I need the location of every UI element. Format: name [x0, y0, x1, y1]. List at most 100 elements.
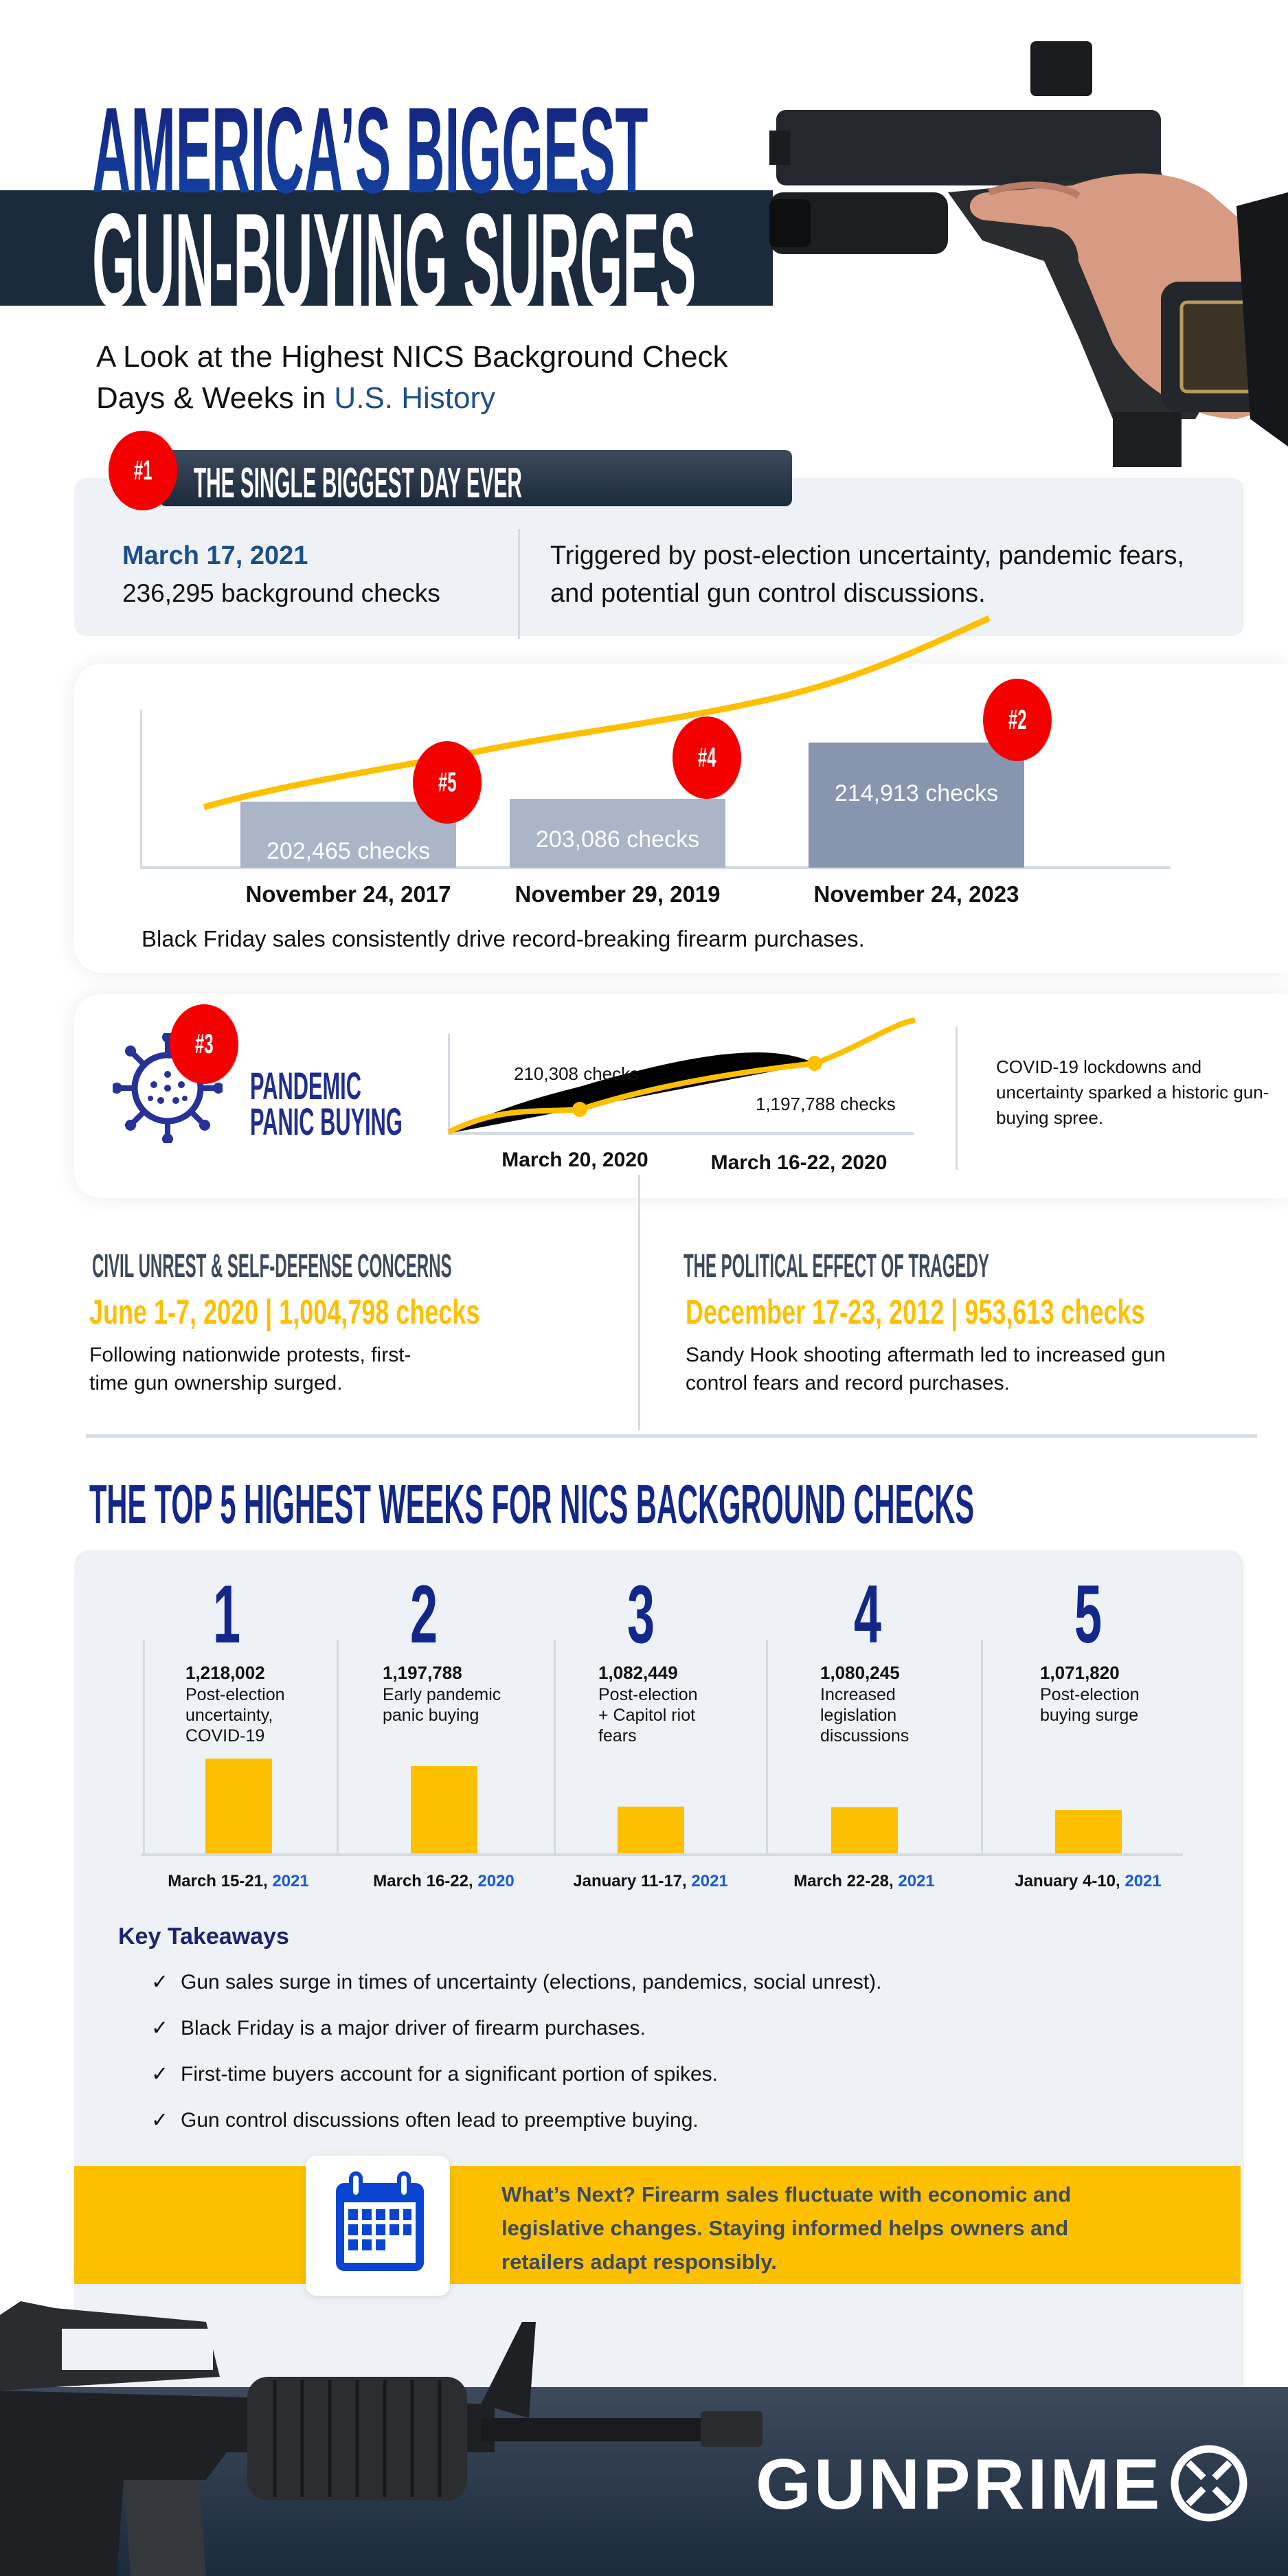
column-divider — [766, 1640, 768, 1854]
civil-unrest-heading: CIVIL UNREST & SELF-DEFENSE CONCERNS — [92, 1248, 452, 1285]
pandemic-point-label: 1,197,788 checks — [756, 1094, 896, 1114]
bar: 202,465 checks — [240, 802, 456, 868]
bar-label: 202,465 checks — [266, 837, 431, 864]
week-date: March 16-22, 2020 — [373, 1872, 515, 1890]
civil-unrest-stat: June 1-7, 2020 | 1,004,798 checks — [89, 1293, 480, 1331]
subtitle-line1: A Look at the Highest NICS Background Ch… — [96, 340, 728, 374]
rank-number: 2 — [409, 1568, 438, 1660]
takeaway-item: ✓ Black Friday is a major driver of firea… — [151, 2017, 646, 2040]
crosshair-logo-icon — [1171, 2445, 1247, 2522]
week-info: 1,082,449 Post-election + Capitol riot fear… — [598, 1662, 763, 1746]
column-divider — [337, 1640, 339, 1854]
week-desc-line: discussions — [820, 1726, 909, 1745]
checkmark-icon: ✓ — [151, 1971, 169, 1993]
black-friday-caption: Black Friday sales consistently drive re… — [142, 926, 865, 951]
week-desc-line: + Capitol riot — [598, 1706, 696, 1725]
section-divider — [86, 1434, 1257, 1438]
week-desc-line: panic buying — [383, 1706, 479, 1725]
pandemic-point-label: 210,308 checks — [514, 1063, 640, 1084]
title-band — [0, 190, 773, 306]
week-desc-line: buying surge — [1040, 1706, 1139, 1725]
x-axis — [448, 1132, 914, 1135]
week-info: 1,197,788 Early pandemic panic buying — [383, 1662, 547, 1726]
pandemic-title-line1: PANDEMIC — [250, 1064, 361, 1107]
tragedy-line1: Sandy Hook shooting aftermath led to inc… — [686, 1344, 1166, 1366]
week-desc-line: Early pandemic — [383, 1685, 501, 1704]
biggest-day-description: Triggered by post-election uncertainty, … — [550, 541, 1185, 608]
takeaways-heading: Key Takeaways — [118, 1923, 289, 1950]
pistol-in-hand-image — [769, 41, 1288, 467]
column-divider — [981, 1640, 983, 1854]
week-bar — [1055, 1810, 1122, 1853]
week-info: 1,071,820 Post-election buying surge — [1040, 1662, 1205, 1726]
divider — [638, 1175, 640, 1430]
rank-badge: #4 — [673, 716, 741, 799]
subtitle-highlight: U.S. History — [334, 381, 496, 415]
week-info: 1,218,002 Post-election uncertainty, COVID-… — [185, 1662, 350, 1746]
pandemic-description: COVID-19 lockdowns and uncertainty spark… — [996, 1057, 1269, 1128]
biggest-day-date: March 17, 2021 — [122, 541, 308, 570]
week-date: March 15-21, 2021 — [168, 1872, 309, 1890]
checkmark-icon: ✓ — [151, 2017, 169, 2040]
checkmark-icon: ✓ — [151, 2063, 169, 2086]
biggest-day-checks: 236,295 background checks — [122, 579, 440, 607]
week-info: 1,080,245 Increased legislation discussions — [820, 1662, 985, 1746]
week-bar — [411, 1765, 477, 1853]
rifle-image — [0, 2301, 762, 2576]
title-line2: GUN-BUYING SURGES — [92, 185, 697, 336]
week-date: January 4-10, 2021 — [1015, 1872, 1162, 1890]
x-axis — [142, 1853, 1183, 1856]
title-line1: AMERICA’S BIGGEST — [92, 82, 648, 218]
biggest-day-header-bar — [159, 450, 792, 506]
rank-number: 1 — [212, 1568, 241, 1660]
rank-number: 4 — [853, 1568, 882, 1660]
calendar-icon — [336, 2171, 424, 2271]
bar-date: November 29, 2019 — [515, 881, 721, 907]
week-value: 1,080,245 — [820, 1662, 900, 1683]
tragedy-stat: December 17-23, 2012 | 953,613 checks — [686, 1293, 1145, 1331]
calendar-tile — [306, 2156, 450, 2296]
subtitle-line2: Days & Weeks in U.S. History — [96, 381, 496, 415]
takeaway-item: ✓ Gun control discussions often lead to p… — [151, 2109, 699, 2132]
pandemic-date: March 16-22, 2020 — [710, 1151, 888, 1174]
divider — [956, 1027, 958, 1170]
tragedy-heading: THE POLITICAL EFFECT OF TRAGEDY — [683, 1248, 989, 1285]
week-desc-line: Post-election — [1040, 1685, 1140, 1704]
bar-label: 214,913 checks — [834, 780, 999, 806]
bar-date: November 24, 2017 — [245, 881, 451, 907]
takeaway-item: ✓ First-time buyers account for a signifi… — [151, 2063, 718, 2086]
week-value: 1,071,820 — [1040, 1662, 1120, 1683]
week-desc-line: Post-election — [185, 1685, 285, 1704]
brand-wordmark: GUNPRIME — [756, 2445, 1163, 2524]
week-value: 1,082,449 — [598, 1662, 678, 1683]
week-bar — [618, 1806, 684, 1853]
top5-heading: THE TOP 5 HIGHEST WEEKS FOR NICS BACKGRO… — [89, 1473, 975, 1535]
week-desc-line: fears — [598, 1726, 637, 1745]
week-bar — [831, 1807, 898, 1853]
tragedy-line2: control fears and record purchases. — [686, 1372, 1010, 1394]
y-axis — [448, 1034, 450, 1135]
pandemic-date: March 20, 2020 — [501, 1149, 648, 1171]
rank-number: 3 — [626, 1568, 655, 1660]
column-divider — [554, 1640, 556, 1854]
data-point — [572, 1102, 587, 1117]
week-desc-line: Increased — [820, 1685, 896, 1704]
week-date: March 22-28, 2021 — [793, 1872, 935, 1890]
week-desc-line: uncertainty, — [185, 1706, 273, 1725]
civil-unrest-line1: Following nationwide protests, first- — [89, 1344, 411, 1366]
whats-next-text: What’s Next? Firearm sales fluctuate wit… — [501, 2182, 1072, 2274]
bar: 214,913 checks — [809, 743, 1024, 868]
bar-date: November 24, 2023 — [813, 881, 1019, 907]
divider — [518, 529, 520, 639]
week-desc-line: legislation — [820, 1706, 897, 1725]
pandemic-title-line2: PANIC BUYING — [250, 1100, 403, 1143]
whats-next-banner — [74, 2166, 1241, 2284]
pandemic-trend-line — [447, 1017, 916, 1135]
data-point — [807, 1056, 822, 1071]
pandemic-card — [74, 994, 1288, 1198]
bar: 203,086 checks — [510, 798, 725, 868]
column-divider — [143, 1640, 145, 1854]
week-value: 1,218,002 — [185, 1662, 265, 1683]
bar-label: 203,086 checks — [535, 826, 700, 852]
rank-badge: #5 — [413, 741, 482, 824]
